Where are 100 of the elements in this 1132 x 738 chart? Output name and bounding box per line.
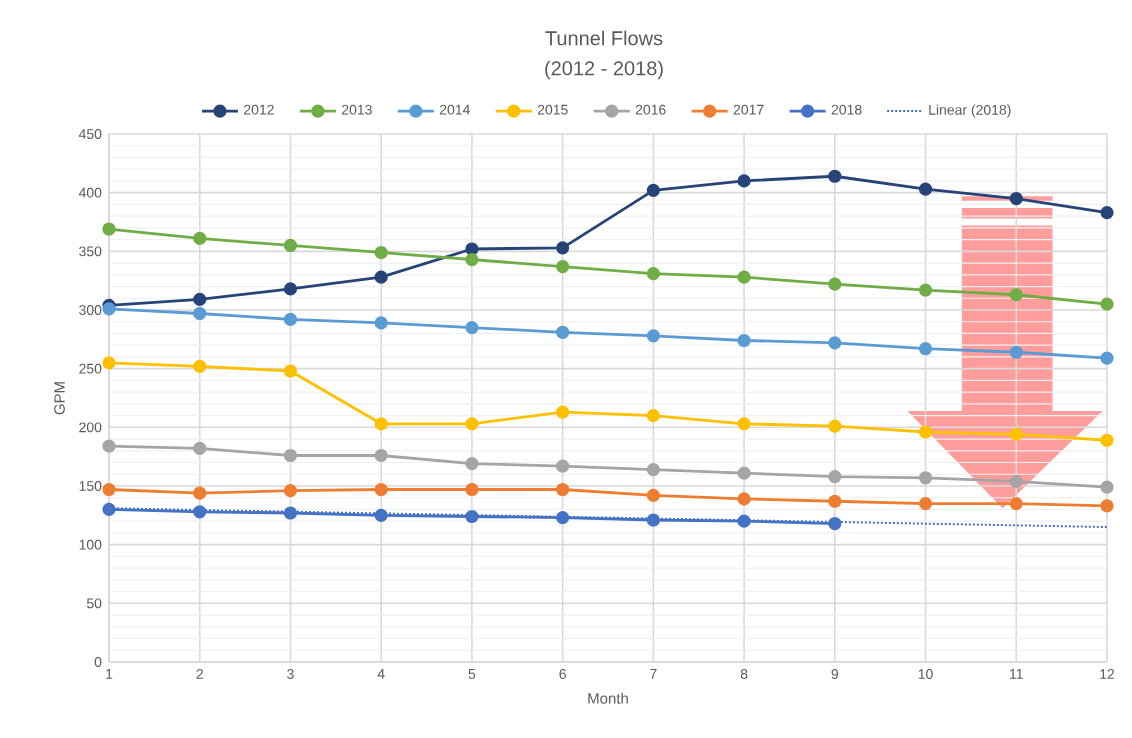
point — [283, 282, 298, 296]
point — [918, 342, 933, 356]
point — [283, 312, 298, 326]
point — [102, 356, 116, 370]
point — [737, 174, 751, 188]
point — [193, 306, 207, 321]
y-tick-label: 200 — [79, 422, 102, 433]
x-tick-label: 7 — [650, 669, 657, 679]
x-tick-label: 2 — [196, 669, 203, 679]
point — [193, 441, 207, 456]
y-tick-label: 100 — [79, 539, 102, 550]
point — [646, 488, 660, 502]
point — [465, 417, 479, 431]
point — [102, 222, 116, 236]
x-tick-label: 9 — [831, 669, 839, 679]
point — [1100, 433, 1114, 447]
y-axis-title: GPM — [54, 382, 65, 415]
point — [283, 484, 298, 498]
point — [828, 419, 842, 433]
x-tick-label: 8 — [740, 669, 748, 679]
point — [465, 242, 479, 256]
point — [1100, 480, 1114, 494]
y-tick-label: 50 — [86, 598, 102, 609]
y-tick-label: 400 — [78, 187, 102, 198]
point — [646, 462, 660, 477]
point — [1100, 206, 1114, 220]
x-tick-label: 3 — [287, 669, 294, 679]
legend-label: 2012 — [244, 104, 274, 115]
x-tick-label: 1 — [106, 669, 113, 679]
point — [193, 231, 207, 246]
point — [465, 482, 479, 497]
y-tick-label: 150 — [79, 481, 102, 491]
point — [1009, 427, 1023, 441]
chart-subtitle: (2012 - 2018) — [545, 60, 663, 80]
y-tick-label: 350 — [79, 246, 102, 257]
point — [556, 325, 570, 339]
point — [374, 482, 388, 497]
legend-label: 2018 — [831, 104, 862, 115]
point — [828, 470, 842, 484]
legend-label: 2014 — [439, 104, 470, 115]
point — [828, 169, 842, 183]
point — [1009, 345, 1023, 359]
point — [1100, 499, 1114, 513]
point — [646, 183, 660, 197]
y-tick-label: 0 — [94, 657, 102, 667]
point — [737, 333, 751, 348]
point — [737, 466, 751, 480]
point — [193, 292, 207, 307]
point — [102, 502, 116, 517]
point — [737, 417, 751, 431]
point — [193, 505, 207, 519]
point — [374, 270, 388, 284]
point — [374, 417, 388, 431]
point — [1009, 474, 1023, 488]
point — [737, 514, 751, 528]
point — [102, 482, 116, 497]
point — [1009, 496, 1023, 511]
x-axis-title: Month — [588, 692, 628, 704]
point — [374, 448, 388, 463]
x-tick-label: 6 — [559, 669, 566, 679]
x-tick-label: 4 — [377, 669, 385, 679]
point — [646, 267, 660, 281]
point — [374, 508, 388, 522]
point — [1009, 288, 1023, 302]
point — [374, 245, 388, 260]
point — [102, 302, 116, 316]
point — [283, 506, 298, 520]
y-tick-label: 250 — [79, 363, 102, 374]
chart-title: Tunnel Flows — [545, 30, 663, 46]
point — [918, 182, 933, 196]
point — [918, 425, 933, 439]
point — [556, 482, 570, 497]
point — [465, 457, 479, 471]
point — [828, 494, 842, 508]
point — [283, 364, 298, 378]
point — [283, 238, 298, 253]
x-tick-label: 5 — [468, 669, 476, 679]
legend-label: Linear (2018) — [929, 104, 1011, 118]
x-tick-label: 10 — [918, 669, 933, 679]
point — [918, 283, 933, 297]
point — [918, 471, 933, 485]
point — [646, 513, 660, 527]
point — [102, 439, 116, 453]
point — [465, 320, 479, 335]
point — [737, 270, 751, 284]
point — [828, 336, 842, 350]
point — [828, 516, 842, 531]
point — [828, 277, 842, 291]
legend-label: 2016 — [635, 104, 666, 115]
point — [556, 241, 570, 255]
point — [465, 509, 479, 524]
point — [646, 408, 660, 423]
point — [1009, 191, 1023, 206]
point — [1100, 297, 1114, 311]
point — [737, 492, 751, 506]
point — [556, 405, 570, 419]
point — [646, 329, 660, 343]
point — [193, 359, 207, 373]
y-tick-label: 450 — [78, 129, 102, 139]
point — [193, 486, 207, 500]
